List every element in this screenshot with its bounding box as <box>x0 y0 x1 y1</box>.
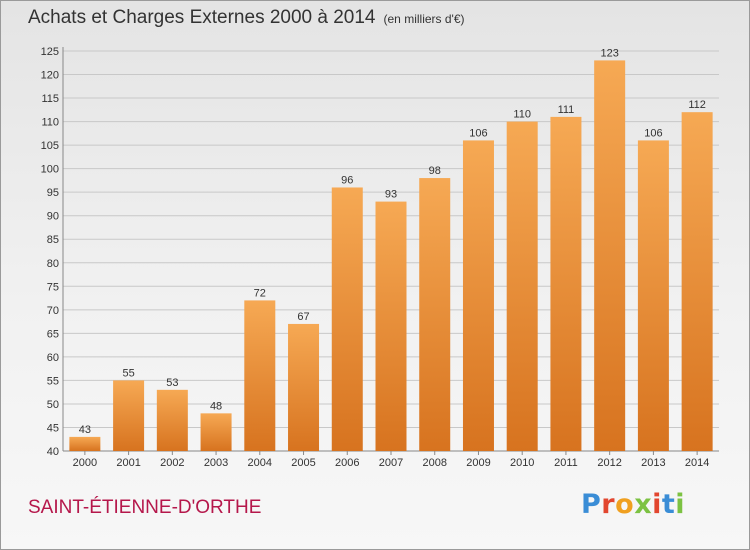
y-tick-label: 55 <box>47 375 59 387</box>
bar-2014 <box>681 112 713 452</box>
data-label-2010: 110 <box>513 109 531 121</box>
y-tick-label: 100 <box>41 164 59 176</box>
y-tick-label: 85 <box>47 234 59 246</box>
bar-2001 <box>113 380 145 451</box>
data-label-2012: 123 <box>600 47 618 59</box>
chart-title: Achats et Charges Externes 2000 à 2014 <box>28 7 376 28</box>
bar-2004 <box>244 300 276 451</box>
bars <box>69 60 713 452</box>
y-tick-label: 105 <box>41 140 59 152</box>
logo-letter: o <box>615 489 635 520</box>
logo-letter: x <box>634 489 653 520</box>
x-tick-label-2008: 2008 <box>422 457 446 469</box>
data-label-2006: 96 <box>341 174 353 186</box>
x-tick-label-2005: 2005 <box>291 457 315 469</box>
x-tick-label-2013: 2013 <box>641 457 665 469</box>
data-label-2005: 67 <box>297 311 309 323</box>
x-tick-label-2009: 2009 <box>466 457 490 469</box>
data-label-2008: 98 <box>429 165 441 177</box>
x-tick-label-2012: 2012 <box>597 457 621 469</box>
logo-letter: t <box>661 489 676 520</box>
y-tick-label: 40 <box>47 446 59 458</box>
data-label-2002: 53 <box>166 377 178 389</box>
y-tick-label: 110 <box>41 117 59 129</box>
y-tick-label: 95 <box>47 187 59 199</box>
bar-2000 <box>69 436 101 451</box>
bar-2011 <box>550 116 582 451</box>
data-label-2001: 55 <box>122 367 134 379</box>
bar-2005 <box>288 323 320 451</box>
y-tick-label: 45 <box>47 422 59 434</box>
data-label-2014: 112 <box>688 99 706 111</box>
chart-subtitle: (en milliers d'€) <box>383 12 465 26</box>
data-label-2009: 106 <box>469 127 487 139</box>
y-tick-label: 65 <box>47 328 59 340</box>
y-tick-label: 50 <box>47 399 59 411</box>
x-tick-label-2011: 2011 <box>554 457 578 469</box>
bar-2002 <box>156 389 188 451</box>
logo-letter: P <box>581 489 602 520</box>
bar-2009 <box>462 140 494 452</box>
y-tick-label: 125 <box>41 46 59 58</box>
x-tick-labels: 2000 2001 2002 2003 2004 2005 2006 2007 2008 2009… <box>73 451 709 469</box>
x-tick-label-2004: 2004 <box>248 457 272 469</box>
proxiti-logo[interactable]: Proxiti <box>581 489 685 520</box>
y-tick-label: 70 <box>47 305 59 317</box>
x-tick-label-2006: 2006 <box>335 457 359 469</box>
x-tick-label-2007: 2007 <box>379 457 403 469</box>
y-tick-label: 115 <box>41 93 59 105</box>
commune-name: SAINT-ÉTIENNE-D'ORTHE <box>28 497 262 518</box>
title-row: Achats et Charges Externes 2000 à 2014 (e… <box>28 7 465 29</box>
x-tick-label-2003: 2003 <box>204 457 228 469</box>
bar-2003 <box>200 413 232 451</box>
y-tick-label: 60 <box>47 352 59 364</box>
y-tick-label: 120 <box>41 70 59 82</box>
y-tick-labels: 40 45 50 55 60 65 70 75 80 85 90 95 100 105 110 115 120 1… <box>41 46 59 458</box>
data-label-2003: 48 <box>210 400 222 412</box>
data-label-2011: 111 <box>558 104 575 116</box>
x-tick-label-2000: 2000 <box>73 457 97 469</box>
bar-2008 <box>419 178 451 451</box>
x-tick-label-2001: 2001 <box>116 457 140 469</box>
y-tick-label: 90 <box>47 211 59 223</box>
data-label-2004: 72 <box>254 287 266 299</box>
bar-2013 <box>637 140 669 452</box>
logo-letter: i <box>675 489 686 520</box>
data-label-2007: 93 <box>385 189 397 201</box>
y-tick-label: 80 <box>47 258 59 270</box>
bar-2007 <box>375 201 407 451</box>
bar-2006 <box>331 187 363 451</box>
x-tick-label-2002: 2002 <box>160 457 184 469</box>
data-label-2000: 43 <box>79 424 91 436</box>
bar-2012 <box>594 60 626 451</box>
x-tick-label-2010: 2010 <box>510 457 534 469</box>
x-tick-label-2014: 2014 <box>685 457 709 469</box>
logo-letter: r <box>601 489 616 520</box>
bar-2010 <box>506 121 538 452</box>
data-label-2013: 106 <box>644 127 662 139</box>
y-tick-label: 75 <box>47 281 59 293</box>
data-labels: 43 55 53 48 72 67 96 93 98 106 110 111 123 106 112 <box>79 47 706 435</box>
logo-letter: i <box>652 489 662 520</box>
